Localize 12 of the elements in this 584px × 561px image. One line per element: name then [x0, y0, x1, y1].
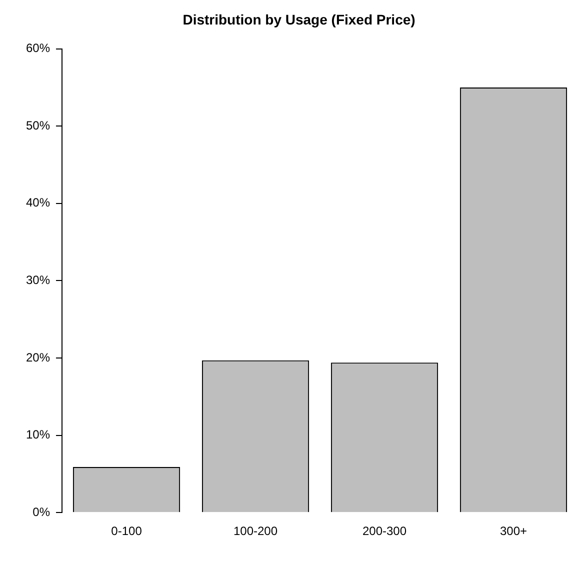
x-tick-label: 200-300	[362, 524, 407, 538]
x-tick-label: 300+	[500, 524, 528, 538]
chart-title: Distribution by Usage (Fixed Price)	[182, 11, 416, 28]
y-tick-label: 10%	[26, 428, 50, 442]
y-tick-label: 40%	[26, 196, 50, 210]
x-tick-label: 0-100	[111, 524, 142, 538]
y-tick-label: 50%	[26, 118, 50, 132]
x-tick-label: 100-200	[233, 524, 278, 538]
y-tick-label: 30%	[26, 273, 50, 288]
y-tick-label: 20%	[26, 350, 50, 364]
y-tick-label: 60%	[26, 41, 50, 56]
y-tick-label: 0%	[32, 504, 50, 519]
